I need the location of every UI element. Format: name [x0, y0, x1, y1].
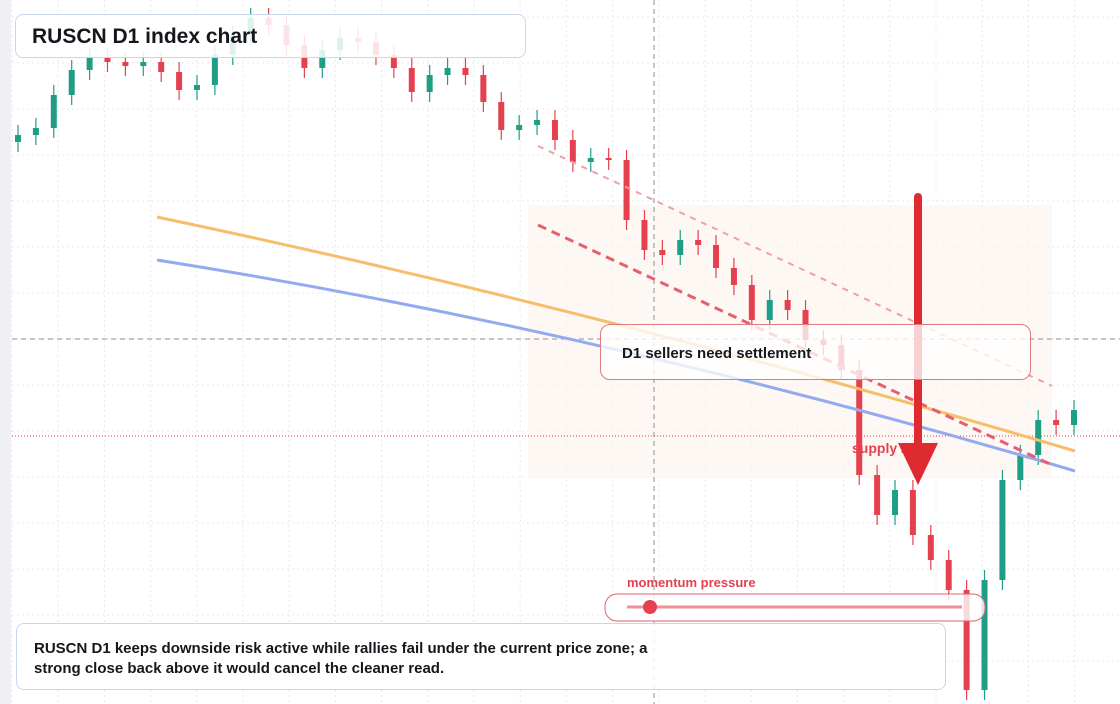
- candle-body: [68, 70, 75, 95]
- candle-body: [909, 490, 916, 535]
- candle-body: [211, 55, 218, 85]
- candle-body: [999, 480, 1006, 580]
- candle-body: [480, 75, 487, 102]
- summary-text: RUSCN D1 keeps downside risk active whil…: [34, 640, 648, 677]
- candle-body: [50, 95, 57, 128]
- candle-body: [426, 75, 433, 92]
- candle-body: [140, 62, 147, 66]
- candle-body: [551, 120, 558, 140]
- arrow-head: [898, 443, 938, 485]
- candle-body: [462, 68, 469, 75]
- candle-body: [390, 55, 397, 68]
- candle-body: [641, 220, 648, 250]
- summary-box: RUSCN D1 keeps downside risk active whil…: [16, 623, 946, 690]
- candle-body: [1017, 455, 1024, 480]
- candle-body: [605, 158, 612, 160]
- candle-body: [945, 560, 952, 590]
- momentum-knob: [643, 600, 657, 614]
- candle-body: [927, 535, 934, 560]
- candle-body: [176, 72, 183, 90]
- candle-body: [569, 140, 576, 162]
- candle-body: [677, 240, 684, 255]
- channel-lower: [537, 223, 1053, 467]
- candle-body: [695, 240, 702, 245]
- candle-body: [15, 135, 21, 142]
- candle-body: [1035, 420, 1042, 455]
- candle-body: [659, 250, 666, 255]
- candle-body: [32, 128, 39, 135]
- candle-body: [748, 285, 755, 320]
- candle-body: [963, 590, 970, 690]
- candle-body: [319, 50, 326, 68]
- candle-body: [534, 120, 541, 125]
- candle-body: [104, 58, 111, 62]
- candle-body: [766, 300, 773, 320]
- candle-body: [516, 125, 523, 130]
- candle-body: [1071, 410, 1077, 425]
- candle-body: [193, 85, 200, 90]
- candle-body: [444, 68, 451, 75]
- callout: D1 sellers need settlement: [600, 324, 1031, 380]
- left-strip: [0, 0, 11, 704]
- candle-body: [856, 370, 863, 475]
- candle-body: [122, 62, 129, 66]
- candle-body: [158, 62, 165, 72]
- candle-body: [784, 300, 791, 310]
- candle-body: [713, 245, 720, 268]
- candle-body: [623, 160, 630, 220]
- momentum-label: momentum pressure: [627, 575, 756, 590]
- candle-body: [892, 490, 899, 515]
- candle-body: [874, 475, 881, 515]
- candle-body: [498, 102, 505, 130]
- candle-body: [981, 580, 988, 690]
- candle-body: [587, 158, 594, 162]
- candle-body: [730, 268, 737, 285]
- candle-body: [1053, 420, 1060, 425]
- candle-body: [408, 68, 415, 92]
- chart-title: RUSCN D1 index chart: [15, 14, 526, 58]
- candle-body: [86, 58, 93, 70]
